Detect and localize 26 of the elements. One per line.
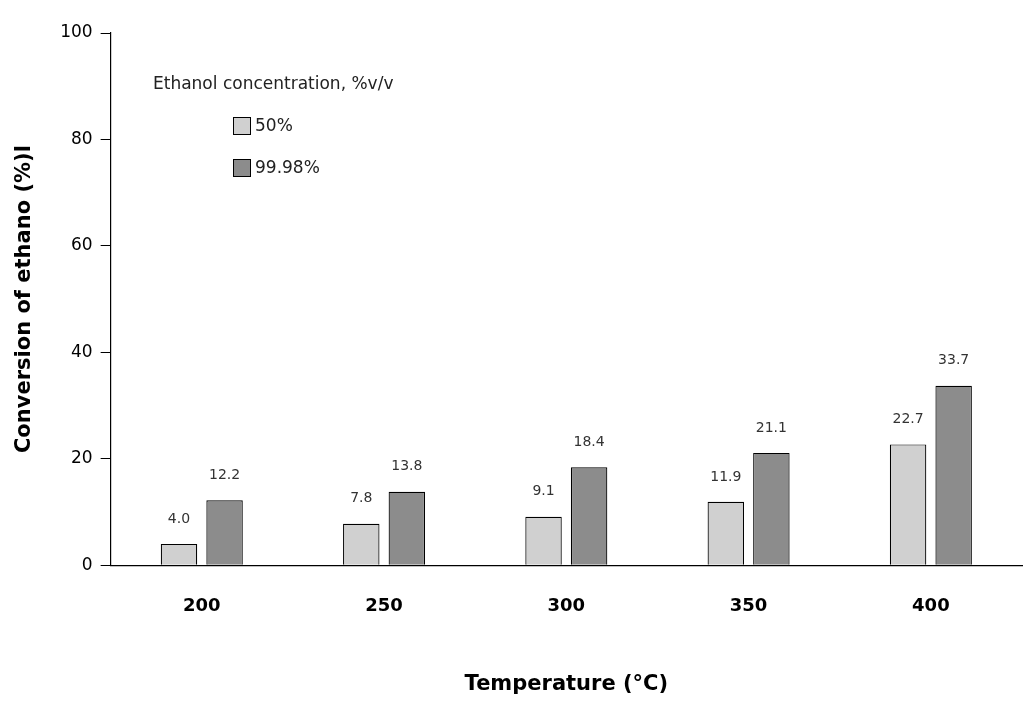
legend-title: Ethanol concentration, %v/v [153,73,394,93]
data-label: 11.9 [710,467,742,484]
y-tick-label: 40 [71,340,93,361]
x-tick-label: 300 [547,593,586,615]
data-label: 13.8 [391,457,423,474]
x-tick-label: 250 [365,593,403,615]
y-axis-title: Conversion of ethano (%)l [11,145,36,454]
y-tick-label: 0 [81,553,93,574]
data-label: 9.1 [532,482,555,499]
x-tick-label: 400 [912,593,950,615]
data-label: 33.7 [938,351,970,368]
data-label: 7.8 [350,489,373,506]
legend-label: 50% [255,115,293,135]
x-axis-title: Temperature (°C) [464,670,669,695]
data-label: 18.4 [573,432,605,449]
y-tick-label: 20 [71,447,93,468]
data-label: 12.2 [208,465,241,482]
y-tick-label: 100 [60,21,93,42]
y-tick-label: 80 [71,127,93,148]
data-label: 22.7 [892,410,924,427]
y-tick-label: 60 [71,234,93,255]
legend-label: 99.98% [255,157,320,177]
x-tick-label: 350 [729,593,768,615]
x-tick-label: 200 [182,593,221,615]
data-label: 4.0 [167,509,191,526]
data-label: 21.1 [755,418,787,435]
